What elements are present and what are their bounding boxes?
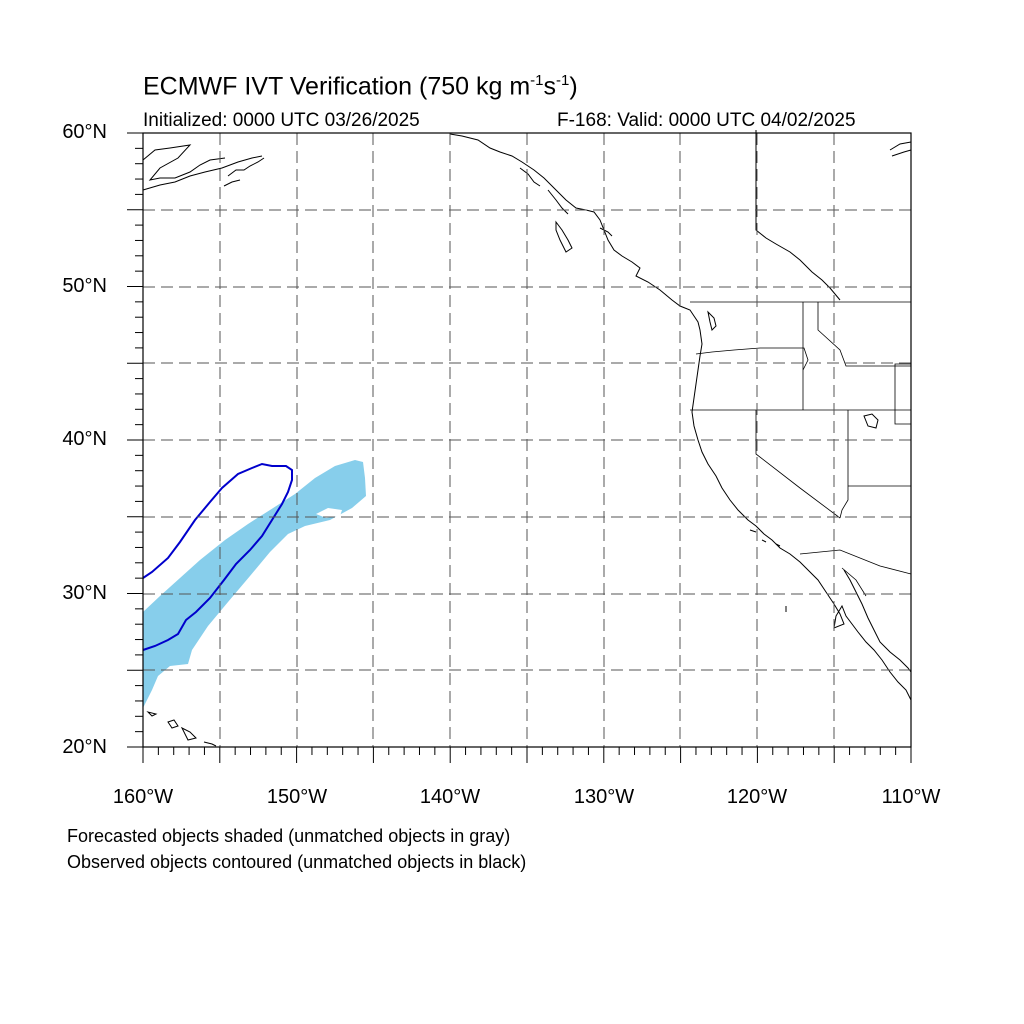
forecast-object-shaded [143, 460, 366, 708]
forecast-object-hole [316, 508, 342, 518]
lat-label-40n: 40°N [62, 428, 107, 450]
lon-label-110w: 110°W [881, 786, 941, 808]
lat-label-30n: 30°N [62, 582, 107, 604]
lat-label-20n: 20°N [62, 736, 107, 758]
lon-label-160w: 160°W [112, 786, 174, 808]
political-boundaries [690, 301, 912, 597]
lat-label-50n: 50°N [62, 275, 107, 297]
lat-label-60n: 60°N [62, 121, 107, 143]
observed-object-contour [142, 462, 293, 651]
lon-label-120w: 120°W [726, 786, 788, 808]
forecast-legend-note: Forecasted objects shaded (unmatched obj… [67, 826, 511, 846]
coastlines [142, 130, 912, 747]
initialized-time: Initialized: 0000 UTC 03/26/2025 [143, 110, 420, 131]
valid-time: F-168: Valid: 0000 UTC 04/02/2025 [557, 110, 856, 131]
observed-legend-note: Observed objects contoured (unmatched ob… [67, 852, 527, 872]
axis-ticks [127, 132, 912, 763]
plot-title: ECMWF IVT Verification (750 kg m-1s-1) [143, 72, 578, 101]
lon-label-140w: 140°W [419, 786, 481, 808]
lon-label-130w: 130°W [573, 786, 635, 808]
graticule [143, 133, 911, 747]
lon-label-150w: 150°W [266, 786, 328, 808]
